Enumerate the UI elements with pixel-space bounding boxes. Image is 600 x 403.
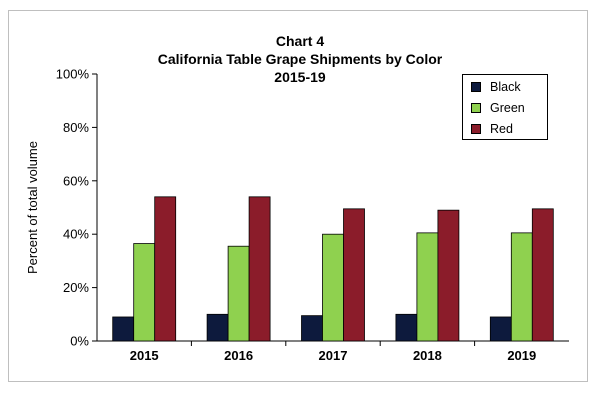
bar-green-2018 [416,232,439,342]
legend-label-green: Green [490,101,525,115]
legend-item-green: Green [471,99,525,117]
x-tick-label: 2016 [224,348,253,363]
y-tick-label: 100% [56,67,90,82]
bar-red-2016 [248,196,271,342]
bar-red-2015 [154,196,177,342]
bar-black-2019 [489,316,512,342]
legend-label-red: Red [490,122,513,136]
x-tick-label: 2017 [319,348,348,363]
bar-black-2016 [206,313,229,342]
y-tick-label: 40% [63,227,89,242]
bar-black-2015 [112,316,135,342]
legend-swatch-red [471,124,481,134]
chart-title-line-2: California Table Grape Shipments by Colo… [157,51,443,67]
bar-green-2019 [510,232,533,342]
chart-legend: Black Green Red [462,74,548,140]
y-tick-label: 60% [63,173,89,188]
legend-swatch-green [471,103,481,113]
bar-green-2017 [322,233,344,342]
chart-title-line-1: Chart 4 [275,33,325,49]
bar-green-2015 [133,243,156,342]
y-tick-label: 80% [63,120,89,135]
chart-title-line-3: 2015-19 [274,69,326,85]
y-tick-label: 0% [70,334,89,349]
bar-red-2018 [437,209,460,342]
y-axis-label: Percent of total volume [25,141,40,274]
legend-label-black: Black [490,80,521,94]
legend-item-red: Red [471,120,513,138]
y-tick-label: 20% [63,280,89,295]
x-tick-label: 2019 [507,348,536,363]
bar-red-2019 [531,208,554,342]
bar-red-2017 [343,208,365,342]
bar-green-2016 [227,245,250,342]
bar-black-2018 [395,313,418,342]
legend-item-black: Black [471,78,521,96]
x-tick-label: 2018 [413,348,442,363]
x-tick-label: 2015 [130,348,159,363]
bar-black-2017 [301,315,323,342]
legend-swatch-black [471,82,481,92]
